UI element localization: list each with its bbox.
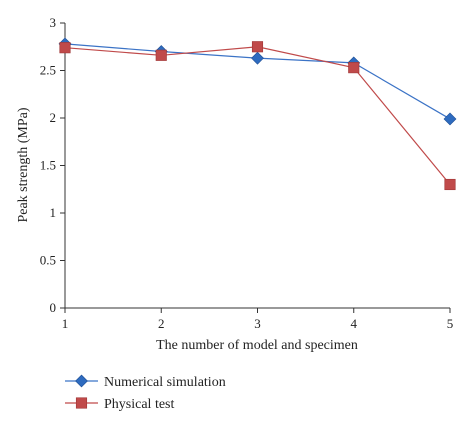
y-tick-label: 0.5: [40, 253, 56, 268]
data-point-diamond: [443, 112, 457, 126]
x-tick-label: 1: [62, 316, 69, 331]
plot-area: 0 0.5 1 1.5 2 2.5 3 1 2 3 4 5: [40, 15, 457, 331]
legend-item: Numerical simulation: [65, 374, 226, 390]
series-layer: [58, 37, 457, 191]
series-line: [64, 46, 451, 185]
y-tick-label: 1.5: [40, 158, 56, 173]
x-tick-label: 4: [351, 316, 358, 331]
series-square: [59, 41, 456, 191]
y-tick-label: 0: [50, 300, 57, 315]
legend-item: Physical test: [65, 397, 174, 412]
y-ticks: 0 0.5 1 1.5 2 2.5 3: [40, 15, 65, 315]
data-point-square: [59, 42, 71, 54]
data-point-square: [348, 62, 360, 74]
x-tick-label: 5: [447, 316, 454, 331]
legend-swatch-marker: [75, 374, 88, 388]
y-tick-label: 1: [50, 205, 57, 220]
x-tick-label: 2: [158, 316, 165, 331]
y-tick-label: 2.5: [40, 63, 56, 78]
y-tick-label: 3: [50, 15, 57, 30]
data-point-square: [444, 178, 456, 191]
legend: Numerical simulation Physical test: [65, 374, 226, 412]
legend-swatch-marker: [75, 397, 88, 409]
data-point-square: [155, 49, 167, 61]
x-axis-title: The number of model and specimen: [156, 338, 358, 353]
x-ticks: 1 2 3 4 5: [62, 308, 454, 331]
data-point-square: [251, 41, 264, 53]
legend-label: Physical test: [104, 397, 174, 412]
x-tick-label: 3: [254, 316, 261, 331]
legend-label: Numerical simulation: [104, 375, 226, 390]
y-tick-label: 2: [50, 110, 57, 125]
y-axis-title: Peak strength (MPa): [16, 107, 31, 222]
data-point-diamond: [251, 51, 264, 65]
